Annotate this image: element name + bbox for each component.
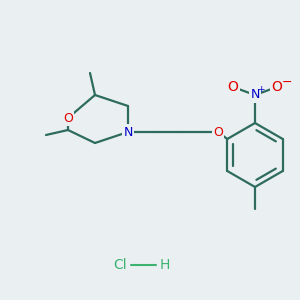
Text: O: O (213, 125, 223, 139)
Text: O: O (228, 80, 238, 94)
Text: O: O (213, 125, 223, 139)
Text: H: H (160, 258, 170, 272)
Text: N: N (123, 125, 133, 139)
Text: N: N (250, 88, 260, 101)
Text: +: + (257, 85, 265, 94)
Text: O: O (272, 80, 282, 94)
Text: Cl: Cl (113, 258, 127, 272)
Text: −: − (282, 76, 292, 88)
Text: O: O (63, 112, 73, 124)
